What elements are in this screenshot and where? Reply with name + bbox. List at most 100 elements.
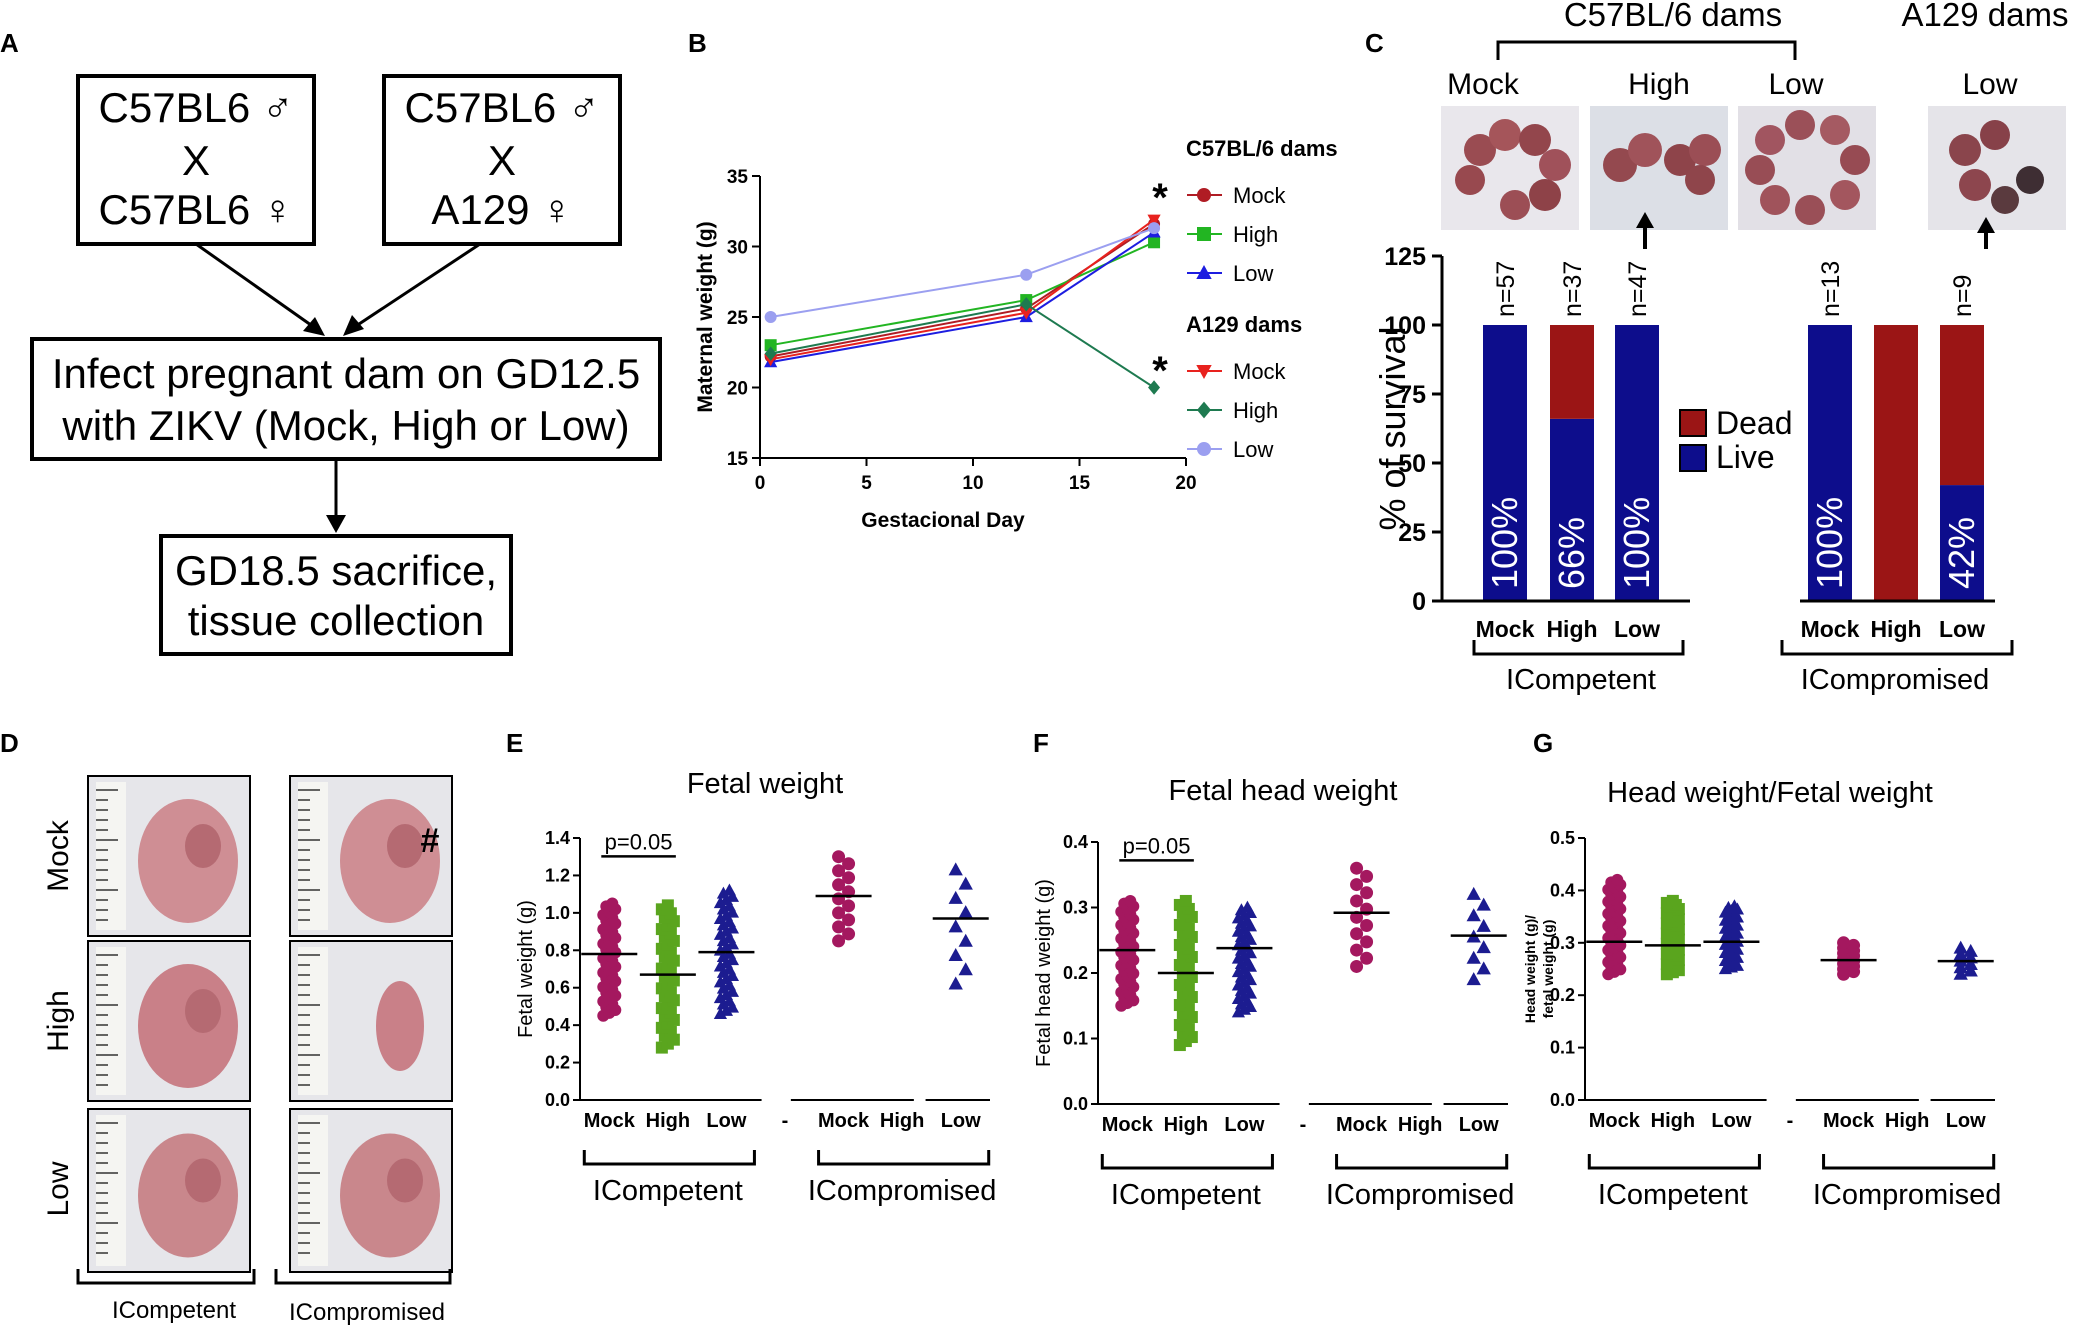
cross-box-2-line2: X	[488, 137, 516, 184]
x-tick-label: Low	[1459, 1114, 1499, 1136]
significance-label: p=0.05	[605, 829, 673, 854]
significance-label: p=0.05	[1123, 833, 1191, 858]
data-point	[958, 876, 973, 890]
x-tick-label: Low	[941, 1110, 981, 1132]
data-point	[1020, 297, 1033, 312]
panel-a: A C57BL6 ♂ X C57BL6 ♀ C57BL6 ♂ X A129 ♀ …	[0, 28, 662, 656]
fetus	[340, 799, 440, 923]
y-tick-label: 0.4	[1550, 880, 1575, 900]
data-point	[719, 893, 734, 906]
data-point	[832, 850, 846, 864]
sacrifice-box	[159, 534, 513, 656]
data-point	[1240, 900, 1255, 913]
legend-marker	[1197, 442, 1211, 456]
data-point	[1350, 927, 1364, 941]
fetus	[138, 799, 238, 923]
data-point	[1179, 894, 1192, 907]
fetus-head	[185, 1158, 221, 1203]
data-point	[719, 1003, 734, 1016]
chart-title: Fetal head weight	[1169, 775, 1398, 807]
x-tick-label: Low	[1614, 616, 1660, 642]
x-tick-label: Mock	[1476, 616, 1535, 642]
panel-label-d: D	[0, 728, 19, 758]
infection-box-line2: with ZIKV (Mock, High or Low)	[61, 402, 629, 449]
data-point	[948, 976, 963, 990]
row-label: High	[42, 990, 75, 1052]
y-tick-label: 0.4	[1063, 832, 1088, 852]
data-point	[1466, 886, 1481, 900]
bar-live	[1483, 325, 1527, 601]
data-point	[832, 920, 846, 934]
fetus-head	[387, 1158, 423, 1203]
fetus-head	[185, 989, 221, 1033]
data-point	[1476, 961, 1491, 975]
legend-swatch-dead	[1679, 409, 1707, 437]
live-pct-label: 100%	[1616, 497, 1657, 589]
series-line	[770, 218, 1155, 361]
data-point	[1963, 956, 1978, 970]
cross-box-1-line2: X	[182, 137, 210, 184]
legend-label: High	[1233, 398, 1278, 423]
panel-label-c: C	[1365, 28, 1384, 58]
y-axis-title: Fetal head weight (g)	[1033, 879, 1055, 1067]
data-point	[832, 906, 846, 920]
y-tick-label: 0.0	[1550, 1090, 1575, 1110]
x-tick-label: Low	[1224, 1114, 1264, 1136]
y-tick-label: 0.1	[1063, 1029, 1088, 1049]
data-point	[832, 864, 846, 878]
live-pct-label: 100%	[1484, 497, 1525, 589]
data-point	[1360, 919, 1374, 933]
n-label: n=9	[1949, 275, 1977, 317]
uterus-photo-low	[1738, 106, 1876, 230]
x-tick-label: Mock	[1336, 1114, 1388, 1136]
x-tick-label: Mock	[1801, 616, 1860, 642]
row-label: Low	[42, 1161, 75, 1216]
data-point	[725, 921, 740, 934]
cross-box-2-line1: C57BL6 ♂	[405, 84, 600, 131]
legend-marker	[1196, 264, 1212, 279]
x-tick-label: 10	[962, 473, 983, 494]
x-tick-label: High	[1651, 1110, 1695, 1132]
data-point	[1466, 950, 1481, 964]
data-point	[719, 972, 734, 985]
data-point	[725, 953, 740, 966]
y-axis-title: Fetal weight (g)	[515, 900, 537, 1038]
data-point	[713, 912, 728, 925]
data-point	[1350, 910, 1364, 924]
data-point	[948, 947, 963, 961]
y-tick-label: 50	[1398, 450, 1426, 478]
legend-label: Low	[1233, 261, 1273, 286]
panel-e-chart: E Fetal weight 0.0 0.2 0.4 0.6 0.8 1.0 1.2 1.4 Fe…	[506, 728, 996, 1207]
y-tick-label: 0.1	[1550, 1038, 1575, 1058]
series-line	[770, 227, 1155, 318]
x-tick-label: High	[1164, 1114, 1208, 1136]
row-label: Mock	[42, 819, 75, 892]
data-point	[716, 902, 731, 915]
data-point	[725, 937, 740, 950]
data-point	[722, 883, 737, 896]
data-point	[764, 339, 777, 352]
y-axis-title: fetal weight (g)	[1540, 920, 1556, 1019]
high-arrow-head	[1636, 212, 1654, 228]
x-tick-label: Low	[1939, 616, 1985, 642]
ruler	[96, 947, 126, 1095]
y-tick-label: 15	[727, 449, 749, 470]
data-point	[1350, 878, 1364, 892]
data-point	[832, 934, 846, 948]
cross-box-2	[382, 74, 622, 246]
x-tick-label: High	[1885, 1110, 1929, 1132]
y-tick-label: 0.3	[1550, 933, 1575, 953]
group-bracket	[817, 1150, 991, 1166]
data-point	[1360, 886, 1374, 900]
data-point	[764, 346, 777, 361]
group-bracket	[76, 1269, 256, 1285]
panel-label-f: F	[1033, 728, 1049, 758]
ruler	[298, 782, 328, 930]
ruler	[96, 1115, 126, 1266]
data-point	[716, 886, 731, 899]
data-point	[1847, 938, 1861, 952]
legend-label: High	[1233, 222, 1278, 247]
y-tick-label: 0.2	[1063, 963, 1088, 983]
data-point	[716, 934, 731, 947]
data-point	[1020, 268, 1033, 281]
